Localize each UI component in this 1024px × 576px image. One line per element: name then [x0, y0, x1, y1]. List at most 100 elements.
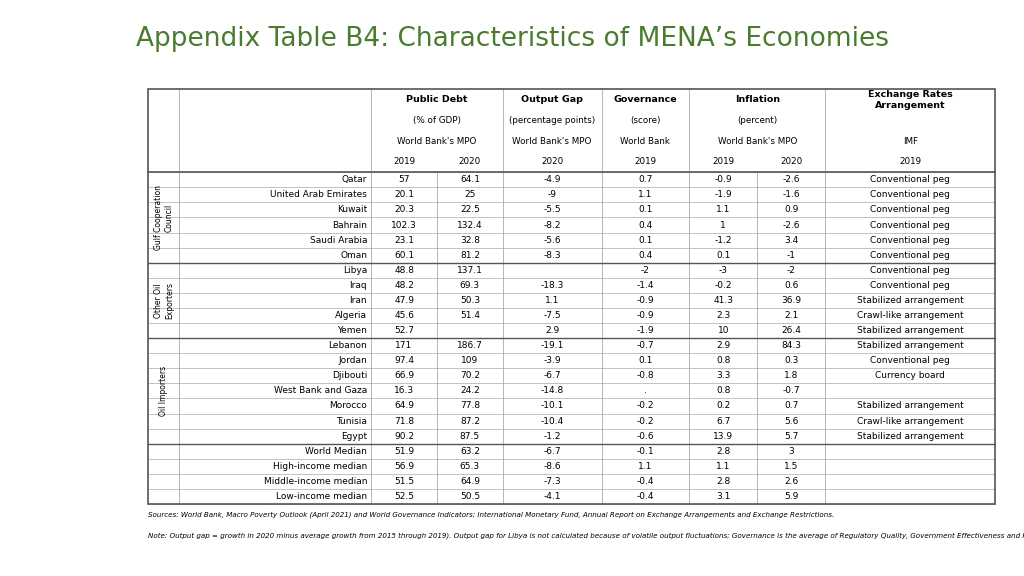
Text: Conventional peg: Conventional peg [870, 236, 950, 245]
Text: United Arab Emirates: United Arab Emirates [270, 190, 367, 199]
Text: 137.1: 137.1 [457, 266, 483, 275]
Text: 10: 10 [718, 326, 729, 335]
Text: Conventional peg: Conventional peg [870, 190, 950, 199]
Text: 2020: 2020 [541, 157, 563, 166]
Text: 87.2: 87.2 [460, 416, 480, 426]
Text: -1.9: -1.9 [637, 326, 654, 335]
Text: -1: -1 [786, 251, 796, 260]
Text: 26.4: 26.4 [781, 326, 801, 335]
Text: Note: Output gap = growth in 2020 minus average growth from 2015 through 2019). : Note: Output gap = growth in 2020 minus … [148, 533, 1024, 539]
Text: -9: -9 [548, 190, 557, 199]
Text: 1: 1 [721, 221, 726, 229]
Text: -7.5: -7.5 [544, 311, 561, 320]
Text: 186.7: 186.7 [457, 341, 483, 350]
Text: 22.5: 22.5 [460, 206, 480, 214]
Text: -14.8: -14.8 [541, 386, 564, 395]
Text: Morocco: Morocco [330, 401, 367, 411]
Text: Yemen: Yemen [337, 326, 367, 335]
Text: Oil Importers: Oil Importers [160, 366, 168, 416]
Text: 97.4: 97.4 [394, 356, 414, 365]
Text: -3: -3 [719, 266, 728, 275]
Text: West Bank and Gaza: West Bank and Gaza [273, 386, 367, 395]
Text: 2020: 2020 [780, 157, 803, 166]
Text: 0.7: 0.7 [638, 175, 652, 184]
Text: 81.2: 81.2 [460, 251, 480, 260]
Text: 3.4: 3.4 [784, 236, 799, 245]
Text: -1.9: -1.9 [715, 190, 732, 199]
Text: 41.3: 41.3 [714, 296, 733, 305]
Text: Stabilized arrangement: Stabilized arrangement [857, 431, 964, 441]
Text: -0.6: -0.6 [637, 431, 654, 441]
Text: Conventional peg: Conventional peg [870, 175, 950, 184]
Text: 2019: 2019 [899, 157, 922, 166]
Text: 0.8: 0.8 [716, 386, 730, 395]
Text: 0.4: 0.4 [638, 221, 652, 229]
Text: .: . [644, 386, 647, 395]
Bar [148, 89, 995, 504]
Text: -6.7: -6.7 [544, 447, 561, 456]
Text: 0.7: 0.7 [784, 401, 799, 411]
Text: Crawl-like arrangement: Crawl-like arrangement [857, 311, 964, 320]
Text: 16.3: 16.3 [394, 386, 414, 395]
Text: 2.9: 2.9 [716, 341, 730, 350]
Text: Bahrain: Bahrain [332, 221, 367, 229]
Text: Low-income median: Low-income median [275, 492, 367, 501]
Text: Saudi Arabia: Saudi Arabia [309, 236, 367, 245]
Text: Conventional peg: Conventional peg [870, 356, 950, 365]
Text: Qatar: Qatar [342, 175, 367, 184]
Text: -10.4: -10.4 [541, 416, 564, 426]
Text: Algeria: Algeria [335, 311, 367, 320]
Text: Inflation: Inflation [735, 95, 780, 104]
Text: -0.7: -0.7 [637, 341, 654, 350]
Text: Stabilized arrangement: Stabilized arrangement [857, 326, 964, 335]
Text: World Bank's MPO: World Bank's MPO [512, 137, 592, 146]
Text: -2.6: -2.6 [782, 221, 800, 229]
Text: -0.4: -0.4 [637, 492, 654, 501]
Text: -1.2: -1.2 [715, 236, 732, 245]
Text: 2.3: 2.3 [716, 311, 730, 320]
Text: Public Debt: Public Debt [407, 95, 468, 104]
Text: -4.1: -4.1 [544, 492, 561, 501]
Text: Conventional peg: Conventional peg [870, 281, 950, 290]
Text: Tunisia: Tunisia [336, 416, 367, 426]
Text: 69.3: 69.3 [460, 281, 480, 290]
Text: -2: -2 [786, 266, 796, 275]
Text: Governance: Governance [613, 95, 677, 104]
Text: 51.9: 51.9 [394, 447, 414, 456]
Text: -0.2: -0.2 [637, 401, 654, 411]
Text: 2020: 2020 [459, 157, 481, 166]
Text: Kuwait: Kuwait [337, 206, 367, 214]
Text: 0.9: 0.9 [784, 206, 799, 214]
Text: 5.7: 5.7 [784, 431, 799, 441]
Text: Sources: World Bank, Macro Poverty Outlook (April 2021) and World Governance Ind: Sources: World Bank, Macro Poverty Outlo… [148, 511, 835, 517]
Text: Stabilized arrangement: Stabilized arrangement [857, 401, 964, 411]
Text: Crawl-like arrangement: Crawl-like arrangement [857, 416, 964, 426]
Text: 3.3: 3.3 [716, 372, 730, 380]
Text: -8.2: -8.2 [544, 221, 561, 229]
Text: 1.8: 1.8 [784, 372, 799, 380]
Text: -0.8: -0.8 [637, 372, 654, 380]
Text: 52.7: 52.7 [394, 326, 414, 335]
Text: 48.2: 48.2 [394, 281, 414, 290]
Text: -0.1: -0.1 [637, 447, 654, 456]
Text: World Median: World Median [305, 447, 367, 456]
Text: 171: 171 [395, 341, 413, 350]
Text: -2.6: -2.6 [782, 175, 800, 184]
Text: Jordan: Jordan [338, 356, 367, 365]
Text: 2019: 2019 [393, 157, 415, 166]
Text: 102.3: 102.3 [391, 221, 417, 229]
Text: -8.3: -8.3 [544, 251, 561, 260]
Text: Conventional peg: Conventional peg [870, 206, 950, 214]
Text: 0.1: 0.1 [716, 251, 730, 260]
Text: Libya: Libya [343, 266, 367, 275]
Text: -2: -2 [641, 266, 650, 275]
Text: -8.6: -8.6 [544, 462, 561, 471]
Text: -0.2: -0.2 [637, 416, 654, 426]
Text: Iraq: Iraq [349, 281, 367, 290]
Text: Oman: Oman [340, 251, 367, 260]
Text: 23.1: 23.1 [394, 236, 414, 245]
Text: (percent): (percent) [737, 116, 777, 125]
Text: -18.3: -18.3 [541, 281, 564, 290]
Text: Conventional peg: Conventional peg [870, 251, 950, 260]
Text: (% of GDP): (% of GDP) [413, 116, 461, 125]
